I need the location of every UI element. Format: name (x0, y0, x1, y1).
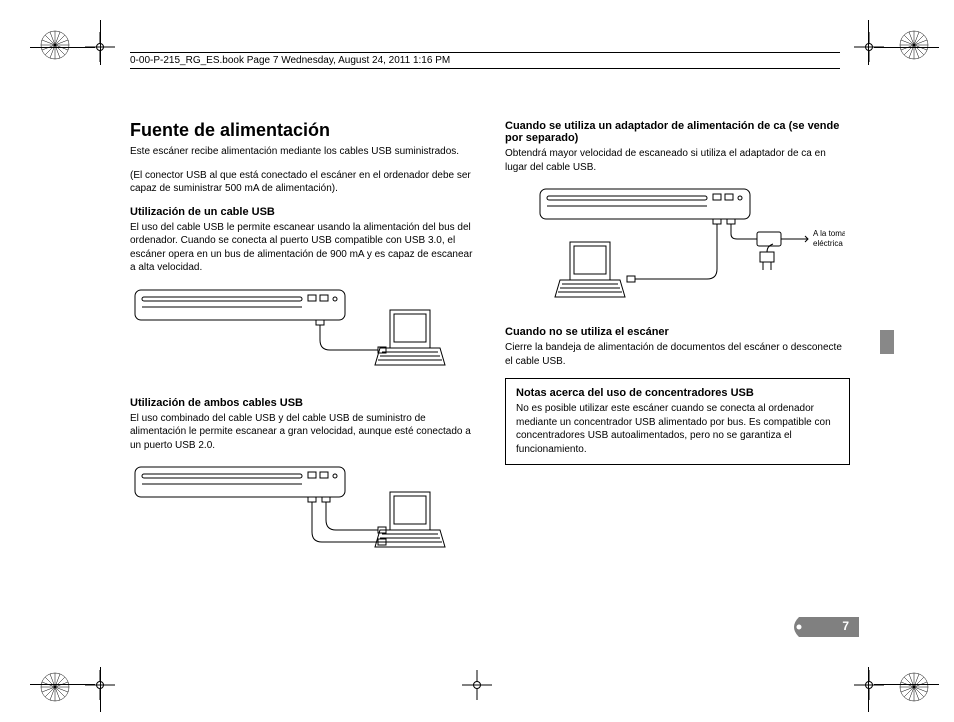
right-column: Cuando se utiliza un adaptador de alimen… (505, 120, 850, 584)
intro-text-2: (El conector USB al que está conectado e… (130, 169, 475, 196)
section-1-title: Utilización de un cable USB (130, 206, 475, 218)
page-number-badge: 7 (789, 617, 859, 637)
section-1-body: El uso del cable USB le permite escanear… (130, 221, 475, 275)
section-3-body: Obtendrá mayor velocidad de escaneado si… (505, 147, 850, 174)
header-text: 0-00-P-215_RG_ES.book Page 7 Wednesday, … (130, 55, 450, 66)
note-body: No es posible utilizar este escáner cuan… (516, 402, 839, 456)
section-2-title: Utilización de ambos cables USB (130, 397, 475, 409)
note-title: Notas acerca del uso de concentradores U… (516, 387, 839, 399)
diagram-label-outlet-2: eléctrica (813, 239, 843, 248)
page-header-bar: 0-00-P-215_RG_ES.book Page 7 Wednesday, … (130, 52, 840, 69)
intro-text-1: Este escáner recibe alimentación mediant… (130, 145, 475, 159)
diagram-ac-adapter: A la toma eléctrica (505, 184, 850, 314)
side-tab-marker (880, 330, 894, 354)
diagram-dual-usb (130, 462, 475, 572)
diagram-single-usb (130, 285, 475, 385)
page-number: 7 (842, 619, 849, 633)
page-content: Fuente de alimentación Este escáner reci… (130, 120, 850, 584)
section-2-body: El uso combinado del cable USB y del cab… (130, 412, 475, 453)
section-4-title: Cuando no se utiliza el escáner (505, 326, 850, 338)
usb-hub-note-box: Notas acerca del uso de concentradores U… (505, 378, 850, 465)
section-3-title: Cuando se utiliza un adaptador de alimen… (505, 120, 850, 144)
page-title: Fuente de alimentación (130, 120, 475, 141)
diagram-label-outlet-1: A la toma (813, 229, 845, 238)
left-column: Fuente de alimentación Este escáner reci… (130, 120, 475, 584)
section-4-body: Cierre la bandeja de alimentación de doc… (505, 341, 850, 368)
